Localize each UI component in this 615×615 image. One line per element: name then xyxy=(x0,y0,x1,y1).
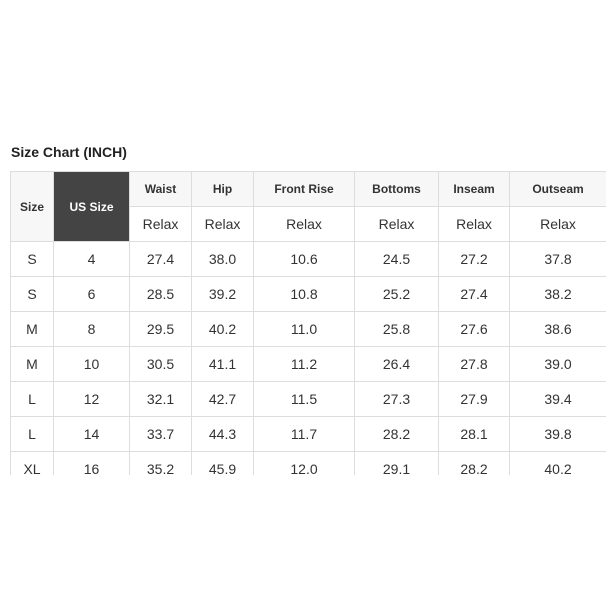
table-cell: 27.3 xyxy=(354,381,439,417)
subheader-relax: Relax xyxy=(354,206,439,242)
table-cell: 6 xyxy=(53,276,130,312)
table-cell: 33.7 xyxy=(129,416,192,452)
table-cell: M xyxy=(10,311,54,347)
table-cell: 37.8 xyxy=(509,241,606,277)
table-cell: 10 xyxy=(53,346,130,382)
table-row: L 14 33.7 44.3 11.7 28.2 28.1 39.8 xyxy=(10,416,606,452)
table-cell: 25.8 xyxy=(354,311,439,347)
header-size: Size xyxy=(10,171,54,242)
table-cell: 40.2 xyxy=(509,451,606,475)
table-cell: 42.7 xyxy=(191,381,254,417)
table-cell: S xyxy=(10,276,54,312)
table-cell: 45.9 xyxy=(191,451,254,475)
table-cell: 12 xyxy=(53,381,130,417)
table-cell: L xyxy=(10,416,54,452)
table-cell: 12.0 xyxy=(253,451,355,475)
table-row: S 6 28.5 39.2 10.8 25.2 27.4 38.2 xyxy=(10,276,606,312)
table-cell: 11.7 xyxy=(253,416,355,452)
header-us-size: US Size xyxy=(53,171,130,242)
table-cell: 8 xyxy=(53,311,130,347)
size-chart-title: Size Chart (INCH) xyxy=(11,144,127,160)
table-row: XL 16 35.2 45.9 12.0 29.1 28.2 40.2 xyxy=(10,451,606,475)
table-cell: 11.5 xyxy=(253,381,355,417)
size-chart-table: Size US Size Waist Hip Front Rise Bottom… xyxy=(10,171,606,475)
table-cell: 24.5 xyxy=(354,241,439,277)
table-cell: 38.0 xyxy=(191,241,254,277)
subheader-relax: Relax xyxy=(438,206,510,242)
table-cell: 44.3 xyxy=(191,416,254,452)
table-cell: 29.1 xyxy=(354,451,439,475)
table-cell: 26.4 xyxy=(354,346,439,382)
header-waist: Waist xyxy=(129,171,192,207)
table-cell: 39.2 xyxy=(191,276,254,312)
table-cell: XL xyxy=(10,451,54,475)
subheader-relax: Relax xyxy=(509,206,606,242)
table-cell: 14 xyxy=(53,416,130,452)
table-cell: 29.5 xyxy=(129,311,192,347)
table-cell: 16 xyxy=(53,451,130,475)
table-cell: 11.2 xyxy=(253,346,355,382)
table-cell: 32.1 xyxy=(129,381,192,417)
table-cell: 41.1 xyxy=(191,346,254,382)
table-cell: 30.5 xyxy=(129,346,192,382)
table-cell: 4 xyxy=(53,241,130,277)
header-front-rise: Front Rise xyxy=(253,171,355,207)
table-cell: 38.6 xyxy=(509,311,606,347)
table-cell: 27.9 xyxy=(438,381,510,417)
table-cell: S xyxy=(10,241,54,277)
table-cell: 27.2 xyxy=(438,241,510,277)
table-cell: L xyxy=(10,381,54,417)
table-cell: 40.2 xyxy=(191,311,254,347)
table-cell: M xyxy=(10,346,54,382)
table-row: M 8 29.5 40.2 11.0 25.8 27.6 38.6 xyxy=(10,311,606,347)
table-cell: 25.2 xyxy=(354,276,439,312)
table-cell: 28.2 xyxy=(354,416,439,452)
table-cell: 39.0 xyxy=(509,346,606,382)
subheader-relax: Relax xyxy=(253,206,355,242)
header-bottoms: Bottoms xyxy=(354,171,439,207)
table-cell: 11.0 xyxy=(253,311,355,347)
table-cell: 10.6 xyxy=(253,241,355,277)
subheader-relax: Relax xyxy=(129,206,192,242)
table-cell: 38.2 xyxy=(509,276,606,312)
table-cell: 27.6 xyxy=(438,311,510,347)
header-outseam: Outseam xyxy=(509,171,606,207)
subheader-relax: Relax xyxy=(191,206,254,242)
header-inseam: Inseam xyxy=(438,171,510,207)
size-chart-table-container: Size US Size Waist Hip Front Rise Bottom… xyxy=(10,171,606,475)
table-cell: 27.8 xyxy=(438,346,510,382)
table-cell: 28.1 xyxy=(438,416,510,452)
table-cell: 35.2 xyxy=(129,451,192,475)
table-cell: 27.4 xyxy=(129,241,192,277)
table-cell: 28.5 xyxy=(129,276,192,312)
table-cell: 10.8 xyxy=(253,276,355,312)
table-row: S 4 27.4 38.0 10.6 24.5 27.2 37.8 xyxy=(10,241,606,277)
header-hip: Hip xyxy=(191,171,254,207)
table-cell: 28.2 xyxy=(438,451,510,475)
table-row: L 12 32.1 42.7 11.5 27.3 27.9 39.4 xyxy=(10,381,606,417)
table-cell: 27.4 xyxy=(438,276,510,312)
table-cell: 39.4 xyxy=(509,381,606,417)
table-row: M 10 30.5 41.1 11.2 26.4 27.8 39.0 xyxy=(10,346,606,382)
table-cell: 39.8 xyxy=(509,416,606,452)
